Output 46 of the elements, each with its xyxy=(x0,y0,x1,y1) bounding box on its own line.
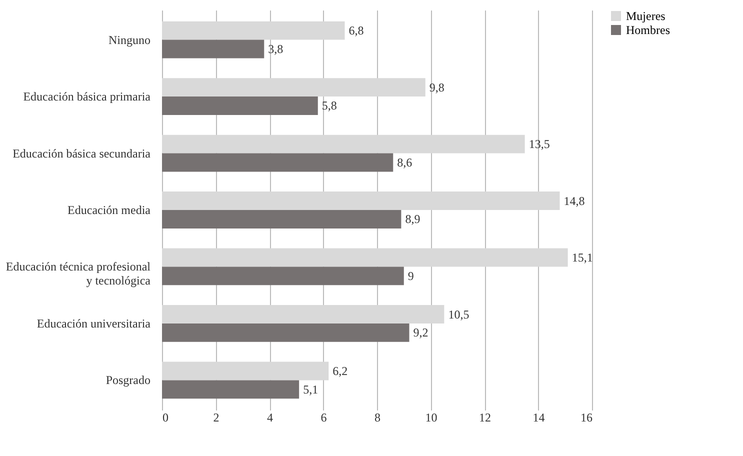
bar xyxy=(162,380,300,399)
data-label: 3,8 xyxy=(268,42,284,56)
y-tick-label: Educación técnica profesional y tecnológica xyxy=(6,260,152,288)
data-label: 14,8 xyxy=(564,194,585,208)
data-label: 15,1 xyxy=(572,250,593,265)
bar xyxy=(162,96,318,115)
bar xyxy=(162,134,525,154)
data-label: 9,8 xyxy=(429,80,444,94)
x-tick-label: 14 xyxy=(532,410,545,424)
x-tick-label: 10 xyxy=(425,410,438,424)
legend-label: Hombres xyxy=(626,23,670,37)
bar xyxy=(162,362,329,380)
data-label: 5,8 xyxy=(322,98,337,113)
bar xyxy=(162,78,426,97)
y-tick-label: Educación media xyxy=(68,203,152,217)
x-tick-label: 4 xyxy=(267,410,273,424)
x-tick-label: 6 xyxy=(320,410,327,424)
data-label: 13,5 xyxy=(528,137,550,152)
data-label: 8,6 xyxy=(397,155,412,170)
y-tick-label: Educación básica secundaria xyxy=(12,146,152,160)
y-tick-label: Educación básica primaria xyxy=(23,90,152,104)
data-label: 9 xyxy=(408,268,414,283)
x-tick-label: 8 xyxy=(374,410,380,424)
bar xyxy=(162,192,560,210)
data-label: 5,1 xyxy=(303,382,318,396)
x-tick-label: 2 xyxy=(213,410,220,424)
bar xyxy=(162,266,404,286)
bar xyxy=(162,248,568,267)
x-tick-label: 16 xyxy=(580,410,592,424)
data-label: 9,2 xyxy=(413,326,428,340)
data-label: 6,8 xyxy=(348,24,364,38)
bar xyxy=(162,210,402,228)
bar xyxy=(162,153,394,172)
bar xyxy=(162,40,264,58)
x-tick-label: 12 xyxy=(479,410,491,424)
data-label: 10,5 xyxy=(448,307,470,322)
data-label: 6,2 xyxy=(332,364,348,378)
y-tick-label: Educación universitaria xyxy=(36,316,152,330)
legend-label: Mujeres xyxy=(626,9,666,23)
bar xyxy=(162,305,444,324)
data-label: 8,9 xyxy=(405,212,420,226)
bar xyxy=(162,21,345,40)
y-tick-label: Ninguno xyxy=(108,32,150,47)
bar xyxy=(162,323,410,342)
y-tick-label: Posgrado xyxy=(106,373,150,388)
x-tick-label: 0 xyxy=(162,410,168,424)
